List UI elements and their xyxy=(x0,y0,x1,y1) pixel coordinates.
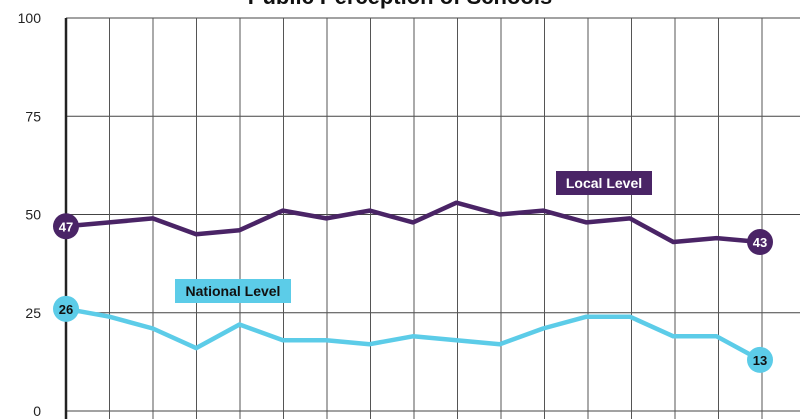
start-value-badge xyxy=(53,213,79,240)
start-value-label: 26 xyxy=(59,302,73,317)
series-line-0 xyxy=(63,200,763,245)
chart-title: Public Perception of Schools xyxy=(248,0,552,9)
end-value-badge xyxy=(747,229,773,256)
y-tick-label: 0 xyxy=(33,403,41,419)
axes: 0 25 50 75 100 xyxy=(18,10,68,419)
end-value-label: 43 xyxy=(753,235,767,250)
series-name-tag xyxy=(556,171,652,195)
start-value-label: 47 xyxy=(59,219,73,234)
start-value-badge xyxy=(53,295,79,322)
end-value-label: 13 xyxy=(753,353,767,368)
series-name-tag xyxy=(175,279,291,303)
series-name-label: Local Level xyxy=(566,175,642,191)
series-line-1 xyxy=(63,306,763,363)
y-tick-label: 25 xyxy=(25,305,41,321)
y-tick-label: 100 xyxy=(18,10,42,26)
series xyxy=(63,200,763,363)
end-value-badge xyxy=(747,346,773,373)
series-name-label: National Level xyxy=(186,283,281,299)
series-labels: 47 43 Local Level 26 13 National Level xyxy=(53,171,773,373)
grid xyxy=(66,17,800,419)
y-tick-label: 50 xyxy=(25,207,41,223)
y-tick-label: 75 xyxy=(25,108,41,124)
